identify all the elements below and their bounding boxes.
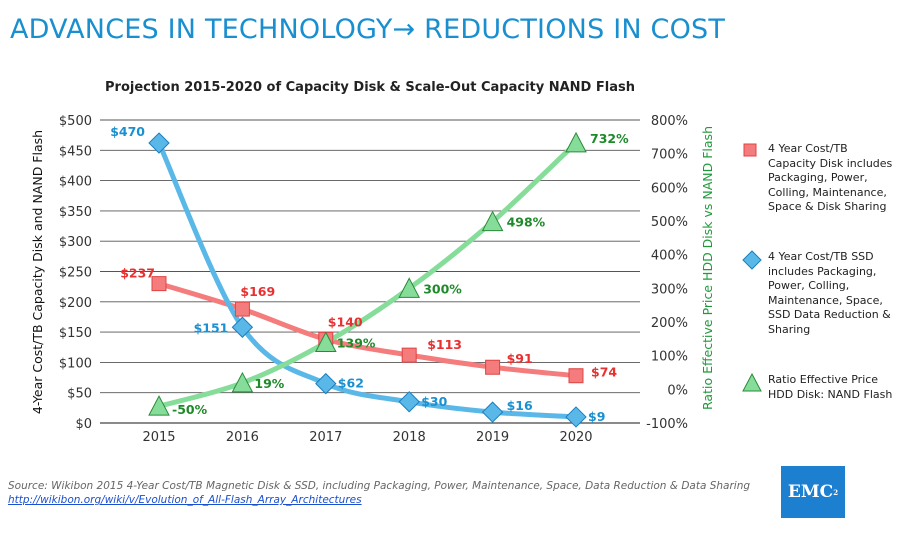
series-markers: [148, 131, 587, 428]
data-point-triangle: [314, 331, 337, 353]
data-label: 732%: [590, 131, 629, 146]
legend-text-disk: 4 Year Cost/TB Capacity Disk includes Pa…: [768, 142, 893, 213]
data-point-triangle: [231, 371, 254, 393]
slide-title: ADVANCES IN TECHNOLOGY→ REDUCTIONS IN CO…: [10, 14, 726, 45]
x-axis-ticks: 2015 2016 2017 2018 2019 2020: [142, 430, 592, 445]
emc-logo: EMC 2: [781, 466, 845, 518]
data-label: $91: [507, 351, 533, 366]
source-note: Source: Wikibon 2015 4-Year Cost/TB Magn…: [8, 480, 751, 492]
left-tick-label: $450: [59, 144, 92, 159]
right-tick-label: 800%: [651, 114, 688, 129]
data-label: 139%: [337, 336, 376, 351]
data-label: $74: [591, 365, 617, 380]
chart-title: Projection 2015-2020 of Capacity Disk & …: [105, 80, 635, 95]
left-tick-label: $350: [59, 205, 92, 220]
logo-text: EMC: [787, 482, 834, 502]
series-data-labels: $237 $169 $140 $113 $91 $74 $470 $151 $62 $30 $16 $…: [110, 124, 629, 424]
series-lines: [156, 140, 579, 420]
data-point-diamond: [398, 391, 420, 413]
data-label: 19%: [254, 376, 284, 391]
gridlines: [100, 119, 640, 424]
left-tick-label: $150: [59, 326, 92, 341]
right-tick-label: 700%: [651, 148, 688, 163]
left-tick-label: $200: [59, 296, 92, 311]
data-point-triangle: [398, 277, 421, 298]
data-label: $16: [507, 398, 533, 413]
data-label: $113: [427, 337, 462, 352]
data-label: -50%: [172, 402, 208, 417]
x-tick-label: 2020: [559, 430, 592, 445]
data-point-diamond: [315, 372, 337, 395]
data-label: $169: [240, 284, 275, 299]
right-tick-label: 300%: [651, 282, 688, 297]
x-tick-label: 2015: [142, 430, 175, 445]
logo-superscript: 2: [833, 487, 839, 497]
legend-item-ssd: 4 Year Cost/TB SSD includes Packaging, P…: [742, 250, 892, 350]
left-tick-label: $50: [67, 387, 92, 402]
data-point-square: [151, 276, 167, 292]
left-tick-label: $100: [59, 356, 92, 371]
data-point-triangle: [481, 210, 504, 232]
data-label: $62: [338, 376, 364, 391]
right-tick-label: 500%: [651, 215, 688, 230]
data-point-diamond: [148, 132, 170, 154]
legend-text-ssd: 4 Year Cost/TB SSD includes Packaging, P…: [768, 250, 891, 336]
right-tick-label: -100%: [646, 417, 688, 432]
left-axis-label: 4-Year Cost/TB Capacity Disk and NAND Fl…: [30, 130, 45, 414]
left-tick-label: $250: [59, 266, 92, 281]
triangle-series-line: [156, 140, 579, 409]
data-point-triangle: [565, 131, 587, 153]
right-tick-label: 600%: [651, 181, 688, 196]
x-tick-label: 2016: [226, 430, 259, 445]
left-tick-label: $300: [59, 235, 92, 250]
data-label: $237: [120, 266, 155, 281]
square-series-line: [156, 281, 579, 379]
data-label: $30: [421, 394, 447, 409]
right-axis-label: Ratio Effective Price HDD Disk vs NAND F…: [700, 126, 715, 410]
data-label: $140: [328, 314, 363, 329]
data-label: $470: [110, 124, 145, 139]
right-tick-label: 200%: [651, 316, 688, 331]
data-point-square: [568, 368, 584, 384]
legend-square-marker: [743, 143, 757, 157]
legend-item-ratio: Ratio Effective Price HDD Disk: NAND Fla…: [742, 373, 892, 423]
left-tick-label: $400: [59, 175, 92, 190]
data-label: 300%: [423, 281, 462, 296]
data-label: $9: [588, 409, 605, 424]
data-point-diamond: [481, 401, 504, 423]
legend-item-disk: 4 Year Cost/TB Capacity Disk includes Pa…: [742, 142, 892, 232]
diamond-series-line: [156, 140, 579, 420]
projection-chart: Projection 2015-2020 of Capacity Disk & …: [30, 80, 715, 445]
data-label: 498%: [507, 215, 546, 230]
data-point-triangle: [148, 395, 170, 416]
data-point-square: [234, 301, 250, 317]
x-tick-label: 2019: [476, 430, 509, 445]
data-label: $151: [194, 320, 229, 335]
source-link[interactable]: http://wikibon.org/wiki/v/Evolution_of_A…: [8, 494, 362, 506]
right-tick-label: 400%: [651, 249, 688, 264]
data-point-square: [485, 359, 501, 375]
legend-triangle-marker: [742, 373, 762, 392]
right-axis-ticks: -100% 0% 100% 200% 300% 400% 500% 600% 700% 800%: [646, 114, 688, 432]
x-tick-label: 2018: [393, 430, 426, 445]
data-point-square: [401, 347, 417, 363]
left-axis-ticks: $0 $50 $100 $150 $200 $250 $300 $350 $400 $450 $50…: [59, 114, 92, 432]
legend-diamond-marker: [742, 250, 762, 270]
left-tick-label: $500: [59, 114, 92, 129]
right-tick-label: 0%: [667, 383, 688, 398]
x-tick-label: 2017: [309, 430, 342, 445]
left-tick-label: $0: [75, 417, 92, 432]
data-point-diamond: [565, 406, 587, 428]
right-tick-label: 100%: [651, 350, 688, 365]
data-point-diamond: [231, 316, 254, 338]
legend-text-ratio: Ratio Effective Price HDD Disk: NAND Fla…: [768, 373, 893, 401]
